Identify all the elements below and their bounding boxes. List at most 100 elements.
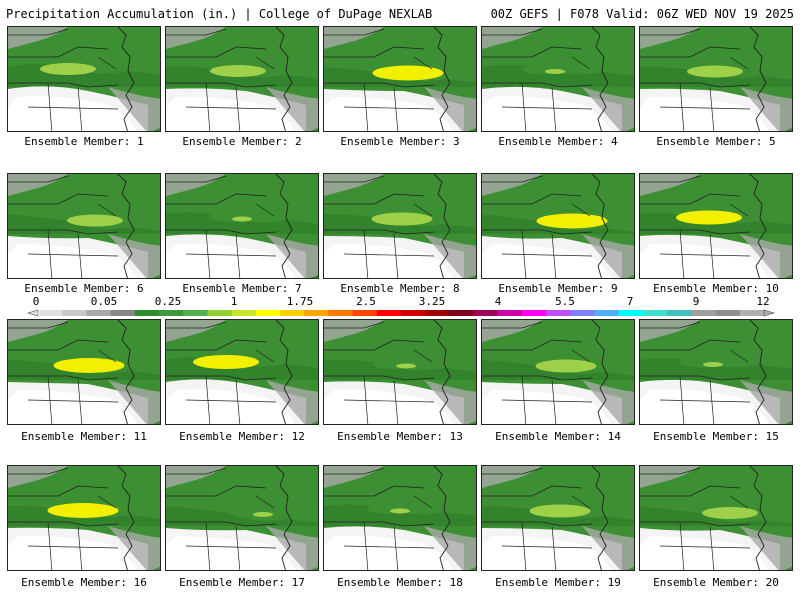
ensemble-panel	[323, 319, 477, 425]
colorbar-tick-label: 7	[626, 295, 634, 308]
colorbar-tick-label: 2.5	[356, 295, 376, 308]
colorbar-swatch	[401, 310, 426, 316]
colorbar-swatch	[110, 310, 136, 316]
colorbar-swatch	[522, 310, 547, 316]
ensemble-panel	[323, 465, 477, 571]
precip-map	[640, 320, 792, 424]
precip-map	[8, 27, 160, 131]
colorbar-left-arrow	[26, 309, 39, 317]
colorbar-swatch	[667, 310, 692, 316]
precip-map	[482, 320, 634, 424]
ensemble-panel	[481, 319, 635, 425]
ensemble-panel	[323, 173, 477, 279]
ensemble-member-label: Ensemble Member: 19	[495, 576, 621, 589]
colorbar-swatch	[159, 310, 184, 316]
precip-map	[324, 466, 476, 570]
precip-map	[482, 466, 634, 570]
precip-map	[166, 27, 318, 131]
colorbar-tick-label: 0.05	[90, 295, 118, 308]
ensemble-panel	[639, 465, 793, 571]
ensemble-member-label: Ensemble Member: 3	[340, 135, 460, 148]
ensemble-member-label: Ensemble Member: 16	[21, 576, 147, 589]
precip-map	[640, 27, 792, 131]
ensemble-member-label: Ensemble Member: 5	[656, 135, 776, 148]
ensemble-member-label: Ensemble Member: 8	[340, 282, 460, 295]
precip-map	[324, 27, 476, 131]
colorbar-swatch	[618, 310, 644, 316]
colorbar-right-arrow	[763, 309, 776, 317]
colorbar-swatch	[255, 310, 281, 316]
colorbar-swatch	[352, 310, 378, 316]
ensemble-member-label: Ensemble Member: 9	[498, 282, 618, 295]
colorbar-tick-label: 0.25	[154, 295, 182, 308]
colorbar-swatch	[62, 310, 87, 316]
colorbar-tick-label: 3.25	[418, 295, 446, 308]
precip-map	[640, 174, 792, 278]
colorbar-tick-label: 4	[494, 295, 502, 308]
ensemble-panel	[165, 465, 319, 571]
colorbar	[26, 309, 776, 317]
precip-map	[166, 466, 318, 570]
ensemble-panel	[481, 26, 635, 132]
colorbar-tick-label: 12	[756, 295, 770, 308]
ensemble-member-label: Ensemble Member: 4	[498, 135, 618, 148]
precip-map	[8, 320, 160, 424]
ensemble-member-label: Ensemble Member: 10	[653, 282, 779, 295]
title-left: Precipitation Accumulation (in.) | Colle…	[6, 7, 433, 21]
colorbar-swatch	[570, 310, 595, 316]
ensemble-panel	[323, 26, 477, 132]
ensemble-member-label: Ensemble Member: 20	[653, 576, 779, 589]
ensemble-panel	[7, 173, 161, 279]
colorbar-swatch	[328, 310, 353, 316]
precip-map	[8, 174, 160, 278]
precip-map	[8, 466, 160, 570]
colorbar-swatch	[183, 310, 208, 316]
colorbar-swatch	[449, 310, 474, 316]
ensemble-panel	[7, 465, 161, 571]
colorbar-tick-label: 9	[692, 295, 700, 308]
ensemble-panel	[481, 465, 635, 571]
ensemble-member-label: Ensemble Member: 6	[24, 282, 144, 295]
ensemble-member-label: Ensemble Member: 11	[21, 430, 147, 443]
precip-map	[166, 174, 318, 278]
ensemble-panel	[165, 319, 319, 425]
colorbar-swatch	[376, 310, 402, 316]
colorbar-swatch	[231, 310, 257, 316]
colorbar-swatch	[715, 310, 741, 316]
ensemble-member-label: Ensemble Member: 2	[182, 135, 302, 148]
ensemble-member-label: Ensemble Member: 18	[337, 576, 463, 589]
ensemble-panel	[639, 26, 793, 132]
colorbar-swatch	[38, 310, 63, 316]
colorbar-swatch	[425, 310, 450, 316]
colorbar-swatch	[546, 310, 571, 316]
ensemble-panel	[639, 319, 793, 425]
precip-map	[166, 320, 318, 424]
ensemble-member-label: Ensemble Member: 7	[182, 282, 302, 295]
colorbar-swatch	[497, 310, 523, 316]
ensemble-member-label: Ensemble Member: 14	[495, 430, 621, 443]
ensemble-panel	[7, 26, 161, 132]
ensemble-member-label: Ensemble Member: 13	[337, 430, 463, 443]
ensemble-panel	[639, 173, 793, 279]
colorbar-swatch	[134, 310, 160, 316]
colorbar-swatch	[280, 310, 305, 316]
ensemble-panel	[165, 173, 319, 279]
ensemble-panel	[165, 26, 319, 132]
ensemble-member-label: Ensemble Member: 12	[179, 430, 305, 443]
precip-map	[482, 27, 634, 131]
colorbar-swatch	[86, 310, 111, 316]
precip-map	[482, 174, 634, 278]
precip-map	[324, 320, 476, 424]
ensemble-panel	[7, 319, 161, 425]
colorbar-tick-label: 0	[32, 295, 40, 308]
precip-map	[324, 174, 476, 278]
title-right: 00Z GEFS | F078 Valid: 06Z WED NOV 19 20…	[490, 7, 794, 21]
ensemble-member-label: Ensemble Member: 17	[179, 576, 305, 589]
colorbar-swatch	[643, 310, 668, 316]
colorbar-swatch	[691, 310, 716, 316]
colorbar-swatch	[473, 310, 499, 316]
colorbar-tick-label: 5.5	[555, 295, 575, 308]
colorbar-tick-label: 1	[230, 295, 238, 308]
precip-map	[640, 466, 792, 570]
ensemble-member-label: Ensemble Member: 1	[24, 135, 144, 148]
